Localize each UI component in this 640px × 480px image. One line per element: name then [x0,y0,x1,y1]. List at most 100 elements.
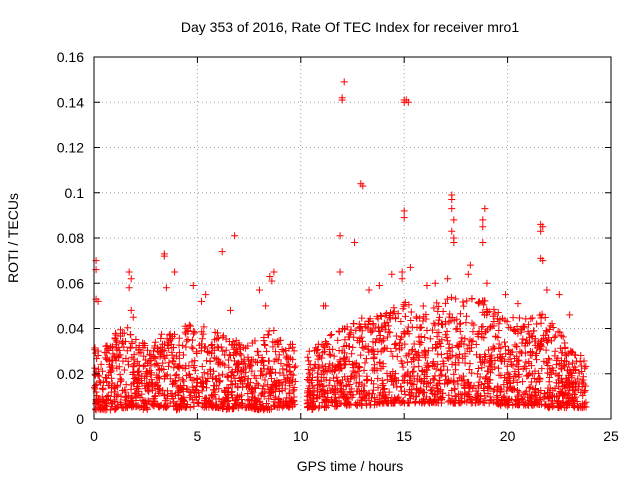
data-point [259,371,267,379]
data-point [365,286,373,294]
data-point [519,335,527,343]
data-point [275,337,283,345]
data-point [91,382,99,390]
data-point [319,349,327,357]
x-tick-label: 25 [603,428,619,444]
data-point [515,388,523,396]
data-point [385,328,393,336]
data-point [336,232,344,240]
data-point [370,380,378,388]
data-point [231,232,239,240]
data-point [582,382,590,390]
data-point [115,344,123,352]
data-point [324,402,332,410]
data-point [234,347,242,355]
data-point [237,351,245,359]
data-point [551,347,559,355]
data-point [531,367,539,375]
data-point [100,397,108,405]
data-point [176,388,184,396]
data-point [238,395,246,403]
data-point [434,380,442,388]
data-point [374,384,382,392]
data-point [179,351,187,359]
data-point [539,257,547,265]
data-point [506,351,514,359]
data-point [451,397,459,405]
data-point [432,341,440,349]
data-point [454,343,462,351]
data-point [195,398,203,406]
data-point [203,347,211,355]
data-point [146,350,154,358]
data-point [398,268,406,276]
data-point [283,362,291,370]
data-point [358,314,366,322]
data-point [445,391,453,399]
data-point [545,325,553,333]
data-point [386,329,394,337]
data-point [326,351,334,359]
data-point [162,397,170,405]
data-point [553,379,561,387]
data-point [514,300,522,308]
data-point [97,360,105,368]
data-point [521,389,529,397]
data-point [323,387,331,395]
y-tick-label: 0.1 [65,185,85,201]
data-point [236,345,244,353]
data-point [542,327,550,335]
data-point [414,356,422,364]
data-point [518,349,526,357]
data-point [423,282,431,290]
data-point [423,359,431,367]
data-point [406,372,414,380]
data-point [433,388,441,396]
data-point [373,335,381,343]
y-tick-label: 0.08 [57,230,84,246]
data-point [381,345,389,353]
data-point [543,286,551,294]
data-point [438,371,446,379]
data-point [543,359,551,367]
data-point [400,207,408,215]
data-point [426,335,434,343]
data-point [403,358,411,366]
data-point [385,322,393,330]
data-point [360,344,368,352]
data-point [93,398,101,406]
data-point [363,376,371,384]
data-point [321,395,329,403]
data-point [229,405,237,413]
data-point [143,346,151,354]
data-point [407,379,415,387]
data-point [199,383,207,391]
data-point [319,366,327,374]
data-point [414,349,422,357]
data-point [339,393,347,401]
data-point [110,352,118,360]
data-point [304,353,312,361]
data-point [270,357,278,365]
data-point [184,327,192,335]
data-point [579,376,587,384]
data-point [398,333,406,341]
data-point [150,402,158,410]
data-point [283,394,291,402]
data-point [405,301,413,309]
data-point [356,338,364,346]
data-point [383,318,391,326]
data-point [390,381,398,389]
data-point [221,351,229,359]
data-point [470,321,478,329]
data-point [188,343,196,351]
data-point [368,347,376,355]
data-point [255,286,263,294]
data-point [412,398,420,406]
data-point [211,328,219,336]
data-point [419,302,427,310]
data-point [401,371,409,379]
data-point [454,390,462,398]
data-point [474,365,482,373]
data-point [503,362,511,370]
